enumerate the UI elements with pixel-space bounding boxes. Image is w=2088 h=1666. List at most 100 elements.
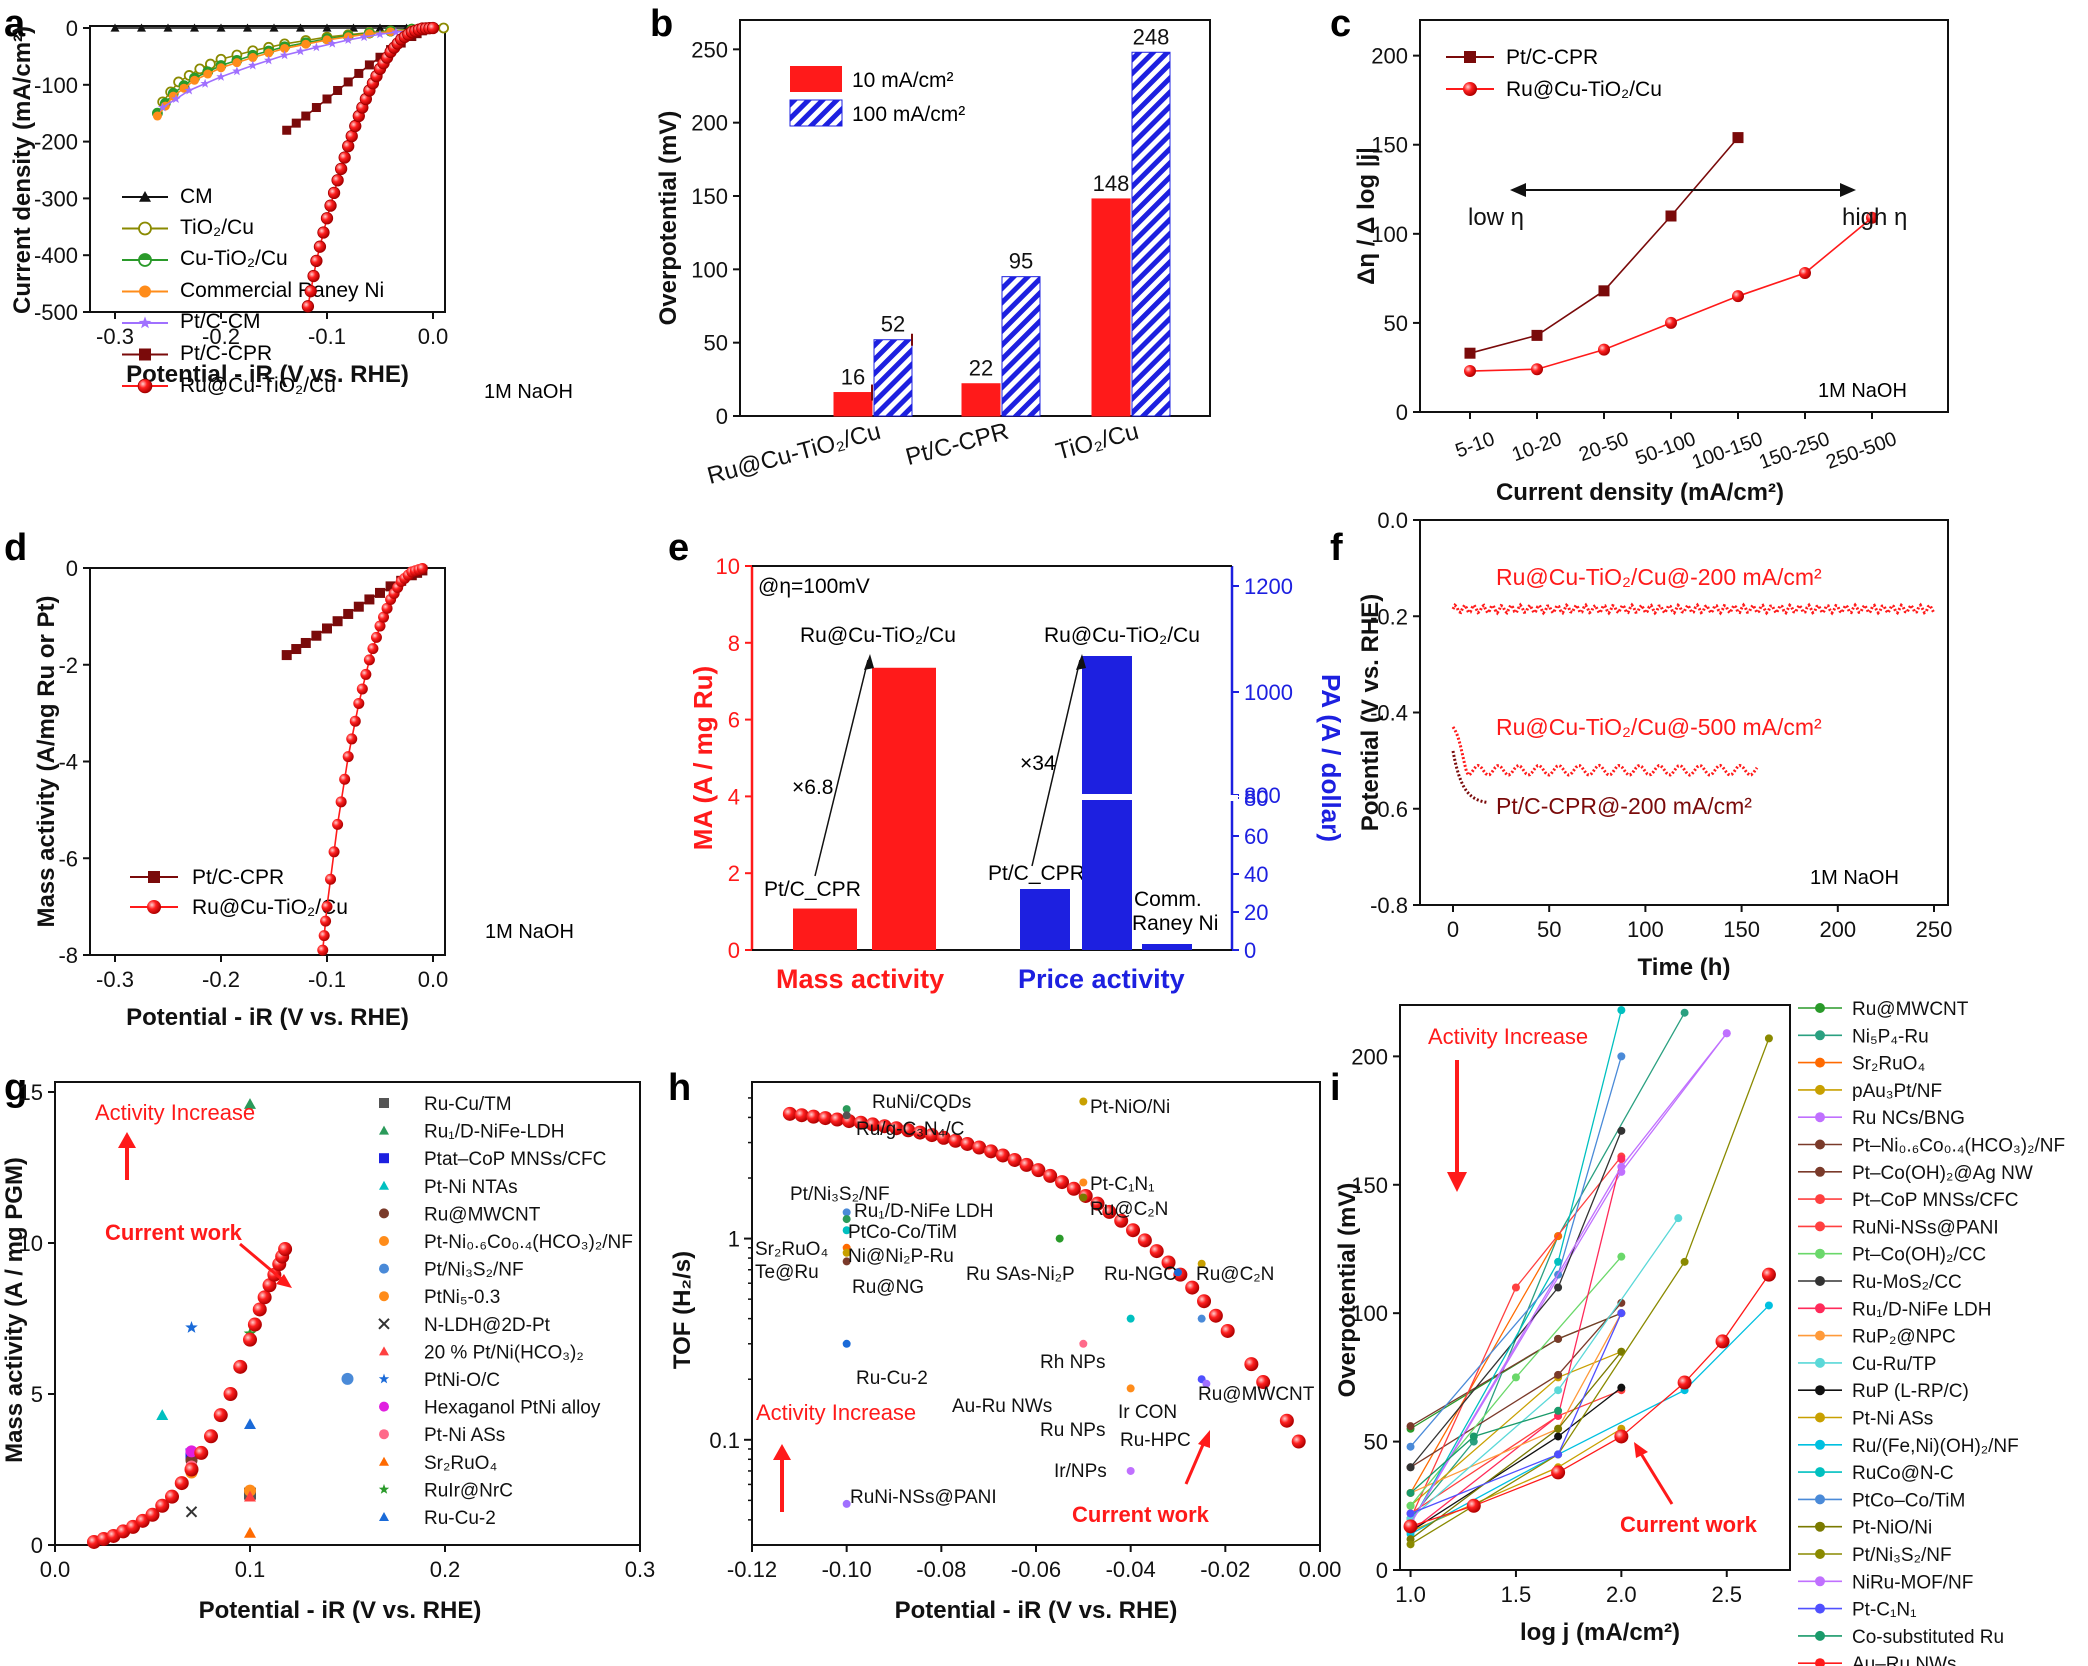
b-bar-0-1 [873,339,913,417]
i-legend-24: Au–Ru NWs [1852,1654,1957,1666]
i-point-6 [1554,1370,1563,1379]
a-ytick-label: -200 [34,130,78,155]
d-ytick-label: -8 [58,943,78,968]
e-ylabel-left: MA (A / mg Ru) [688,666,718,850]
e-raney-1: Comm. [1134,888,1202,911]
b-ytick-label: 250 [691,37,728,62]
naoh-a: 1M NaOH [484,381,573,403]
h-current-work-point [1279,1413,1294,1428]
i-point-9 [1406,1501,1415,1510]
legend-a-2: Cu-TiO₂/Cu [180,247,288,270]
c-frame [1419,19,1949,413]
g-current-work-point [174,1476,189,1491]
c-point-1 [1866,211,1878,224]
a-point-3 [301,39,311,49]
a-point-0 [269,23,279,32]
c-xtick-label-4: 100-150 [1689,428,1766,474]
c-xtick-label-0: 5-10 [1453,428,1498,462]
i-point-17 [1554,1257,1563,1266]
a-ytick-label: -100 [34,73,78,98]
g-legend-marker-5 [379,1236,389,1246]
g-legend-marker-0 [379,1098,389,1108]
h-label-18: Au-Ru NWs [952,1396,1052,1417]
legend-c-0: Pt/C-CPR [1506,46,1598,69]
i-legend-15: Pt-Ni ASs [1852,1409,1933,1430]
g-ylabel: Mass activity (A / mg PGM) [1,1157,28,1463]
g-legend-3: Pt-Ni NTAs [424,1177,518,1198]
g-legend-0: Ru-Cu/TM [424,1094,512,1115]
a-point-5 [301,111,311,121]
d-point-1 [349,715,361,727]
g-legend-2: Ptat–CoP MNSs/CFC [424,1149,606,1170]
h-literature-point-20 [1202,1379,1211,1388]
h-ytick-label: 0.1 [709,1428,740,1453]
a-legend-marker-4 [138,316,152,329]
d-point-0 [375,587,385,598]
e-ytick-left-label: 8 [728,631,740,656]
f-ytick-label: -0.4 [1370,701,1408,726]
i-point-18 [1406,1442,1415,1451]
g-current-work-point [204,1429,218,1444]
a-point-3 [152,111,162,121]
g-ytick-label: 5 [31,1382,43,1407]
a-point-5 [322,94,332,104]
legend-a-5: Pt/C-CPR [180,342,272,365]
a-ytick-label: -300 [34,186,78,211]
d-xtick-label: 0.0 [418,967,449,992]
i-legend-22: Pt-C₁N₁ [1852,1600,1917,1621]
a-legend-marker-6 [137,378,153,394]
e-bar-pa-pt [1020,889,1070,950]
a-point-4 [264,55,274,65]
h-current-work-point [1043,1168,1058,1183]
g-xtick-label: 0.0 [40,1557,71,1582]
d-point-1 [325,873,337,885]
a-point-1 [438,22,450,34]
a-point-4 [216,71,226,81]
f-xtick-label: 150 [1723,917,1760,942]
i-activity-increase: Activity Increase [1428,1024,1588,1049]
i-point-24 [1761,1267,1776,1282]
d-point-1 [321,901,333,913]
d-legend-marker-0 [148,871,160,883]
g-current-work-point [165,1489,179,1504]
h-work-arrow-head [1198,1430,1210,1448]
i-line-2 [1409,1235,1559,1494]
a-point-6 [331,174,344,187]
h-current-work-point [1220,1323,1235,1338]
i-legend-17: RuCo@N-C [1852,1463,1954,1484]
c-line-1 [1469,217,1873,372]
i-legend-marker-8 [1815,1221,1825,1232]
a-point-6 [313,240,327,253]
i-legend-5: Pt–Ni₀.₆Co₀.₄(HCO₃)₂/NF [1852,1136,2065,1157]
h-current-work-point [1126,1223,1141,1238]
i-point-24 [1614,1429,1629,1444]
panel-label-c: c [1330,3,1351,45]
f-xlabel: Time (h) [1638,954,1731,981]
d-ytick-label: 0 [66,556,78,581]
i-legend-9: Pt–Co(OH)₂/CC [1852,1245,1986,1266]
d-point-0 [291,644,302,655]
i-legend-11: Ru₁/D-NiFe LDH [1852,1299,1991,1320]
g-work-arrow-head [276,1274,292,1288]
d-point-1 [317,944,329,956]
e-bar-pa-ru [1082,656,1132,950]
i-legend-3: pAu₃Pt/NF [1852,1081,1942,1102]
i-point-19 [1617,1347,1626,1356]
a-point-4 [311,42,322,52]
h-current-work-point [995,1148,1010,1163]
legend-c-1: Ru@Cu-TiO₂/Cu [1506,78,1662,101]
a-point-2-half [168,88,178,94]
h-label-19: Ir CON [1118,1402,1177,1423]
d-point-0 [364,594,375,605]
e-bar-break [1080,794,1134,800]
h-literature-point-3 [1079,1178,1088,1187]
i-activity-arrow-head [1447,1172,1467,1192]
h-current-work-point [1031,1163,1046,1178]
g-current-work-point [278,1242,293,1257]
a-point-0 [110,23,120,32]
b-category-0: Ru@Cu-TiO₂/Cu [704,418,883,490]
i-point-22 [1406,1509,1415,1518]
h-xtick-label: -0.10 [822,1557,872,1582]
e-ytick-right-label: 0 [1244,938,1256,963]
b-bar-1-0 [961,383,1001,417]
